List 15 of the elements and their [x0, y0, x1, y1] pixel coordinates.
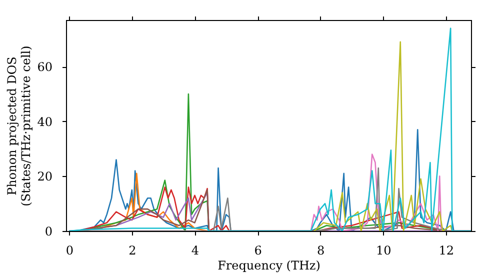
x-tick-label: 2 [128, 244, 136, 258]
x-tick-label: 10 [376, 244, 392, 258]
y-axis-title: Phonon projected DOS (States/THz·primitive cell) [5, 46, 34, 206]
line-series [313, 41, 453, 231]
y-tick-label: 0 [44, 224, 52, 238]
x-tick-label: 4 [191, 244, 200, 258]
y-tick-label: 20 [37, 170, 52, 184]
x-tick-label: 6 [254, 244, 262, 258]
y-tick-label: 60 [37, 60, 52, 74]
x-tick-label: 0 [66, 244, 74, 258]
line-series [68, 28, 471, 231]
x-axis-title: Frequency (THz) [218, 258, 320, 272]
y-tick-label: 40 [37, 114, 52, 129]
x-tick-label: 8 [316, 244, 325, 258]
x-tick-label: 12 [438, 244, 454, 258]
